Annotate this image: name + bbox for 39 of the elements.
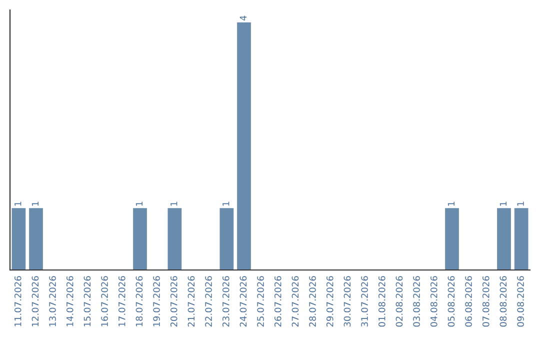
x-tick-label: 08.08.2026 xyxy=(500,276,507,327)
x-tick-label: 25.07.2026 xyxy=(257,276,264,327)
x-tick-label: 16.07.2026 xyxy=(101,276,108,326)
data-label: 1 xyxy=(500,202,506,206)
x-tick-label: 11.07.2026 xyxy=(14,276,22,326)
x-tick-label: 15.07.2026 xyxy=(84,276,91,326)
x-tick-label: 14.07.2026 xyxy=(66,276,74,326)
data-label: 1 xyxy=(222,202,230,206)
x-tick-label: 21.07.2026 xyxy=(188,276,195,327)
x-tick-label: 12.07.2026 xyxy=(32,276,39,326)
x-tick-label: 30.07.2026 xyxy=(344,276,351,327)
data-label: 1 xyxy=(14,202,22,206)
x-tick-label: 13.07.2026 xyxy=(49,276,56,326)
data-label: 1 xyxy=(448,202,454,206)
x-tick-label: 28.07.2026 xyxy=(309,276,316,327)
x-tick-label: 29.07.2026 xyxy=(326,276,334,327)
x-tick-label: 17.07.2026 xyxy=(118,276,126,326)
x-tick-label: 07.08.2026 xyxy=(482,276,490,327)
x-tick-label: 03.08.2026 xyxy=(413,276,420,327)
x-tick-label: 01.08.2026 xyxy=(378,276,386,327)
x-tick-label: 09.08.2026 xyxy=(517,276,524,327)
x-tick-label: 20.07.2026 xyxy=(170,276,178,327)
x-tick-label: 31.07.2026 xyxy=(361,276,368,327)
x-tick-label: 02.08.2026 xyxy=(396,276,403,327)
x-tick-label: 24.07.2026 xyxy=(240,276,247,327)
data-label: 1 xyxy=(136,202,142,206)
data-label: 1 xyxy=(517,202,524,206)
x-tick-label: 04.08.2026 xyxy=(430,276,438,327)
x-tick-label: 06.08.2026 xyxy=(465,276,472,327)
x-tick-label: 27.07.2026 xyxy=(292,276,299,327)
x-tick-label: 26.07.2026 xyxy=(274,276,282,327)
data-label: 1 xyxy=(170,202,178,206)
x-tick-label: 19.07.2026 xyxy=(153,276,160,326)
data-label: 1 xyxy=(32,202,38,206)
data-label: 4 xyxy=(240,16,246,21)
x-tick-label: 05.08.2026 xyxy=(448,276,455,327)
x-tick-label: 23.07.2026 xyxy=(222,276,230,327)
x-tick-label: 22.07.2026 xyxy=(205,276,212,327)
x-tick-label: 18.07.2026 xyxy=(136,276,143,326)
